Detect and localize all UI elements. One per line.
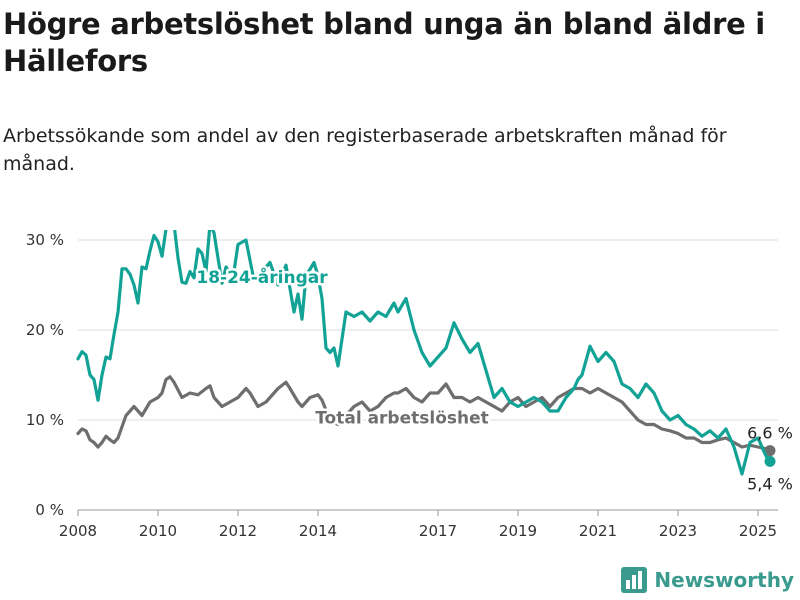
x-tick-label: 2025 — [739, 522, 777, 540]
brand-name: Newsworthy — [654, 568, 794, 592]
y-tick-label: 0 % — [35, 501, 64, 519]
x-tick-label: 2023 — [659, 522, 697, 540]
page-title: Högre arbetslöshet bland unga än bland ä… — [3, 7, 765, 78]
y-axis-ticks: 0 % 10 % 20 % 30 % — [26, 231, 64, 519]
x-tick-label: 2021 — [579, 522, 617, 540]
end-value-label: 6,6 % — [747, 424, 793, 443]
bar-chart-icon — [621, 567, 648, 593]
series-lines — [76, 230, 776, 476]
line-chart: 0 % 10 % 20 % 30 % 2008 2010 2012 2014 2017 2019… — [26, 230, 793, 540]
series-labels: 6,6 % 5,4 % 18-24-åringar Total arbetslöshe… — [194, 264, 793, 494]
x-tick-label: 2010 — [139, 522, 177, 540]
y-tick-label: 20 % — [26, 321, 64, 339]
series-line — [76, 375, 772, 453]
y-tick-label: 30 % — [26, 231, 64, 249]
page-subtitle: Arbetssökande som andel av den registerb… — [3, 125, 727, 175]
grid-lines — [78, 239, 778, 511]
series-annotation: Total arbetslöshet — [315, 409, 489, 429]
y-tick-label: 10 % — [26, 411, 64, 429]
x-tick-label: 2017 — [419, 522, 457, 540]
x-tick-label: 2012 — [219, 522, 257, 540]
series-line — [76, 230, 772, 476]
x-tick-label: 2019 — [499, 522, 537, 540]
x-tick-label: 2014 — [299, 522, 337, 540]
x-axis-ticks: 2008 2010 2012 2014 2017 2019 2021 2023 2025 — [59, 510, 777, 540]
series-end-point — [764, 455, 776, 467]
end-value-label: 5,4 % — [747, 474, 793, 493]
brand-logo: Newsworthy — [620, 566, 794, 594]
series-annotation: 18-24-åringar — [196, 266, 328, 288]
series-end-point — [764, 445, 776, 457]
x-tick-label: 2008 — [59, 522, 97, 540]
